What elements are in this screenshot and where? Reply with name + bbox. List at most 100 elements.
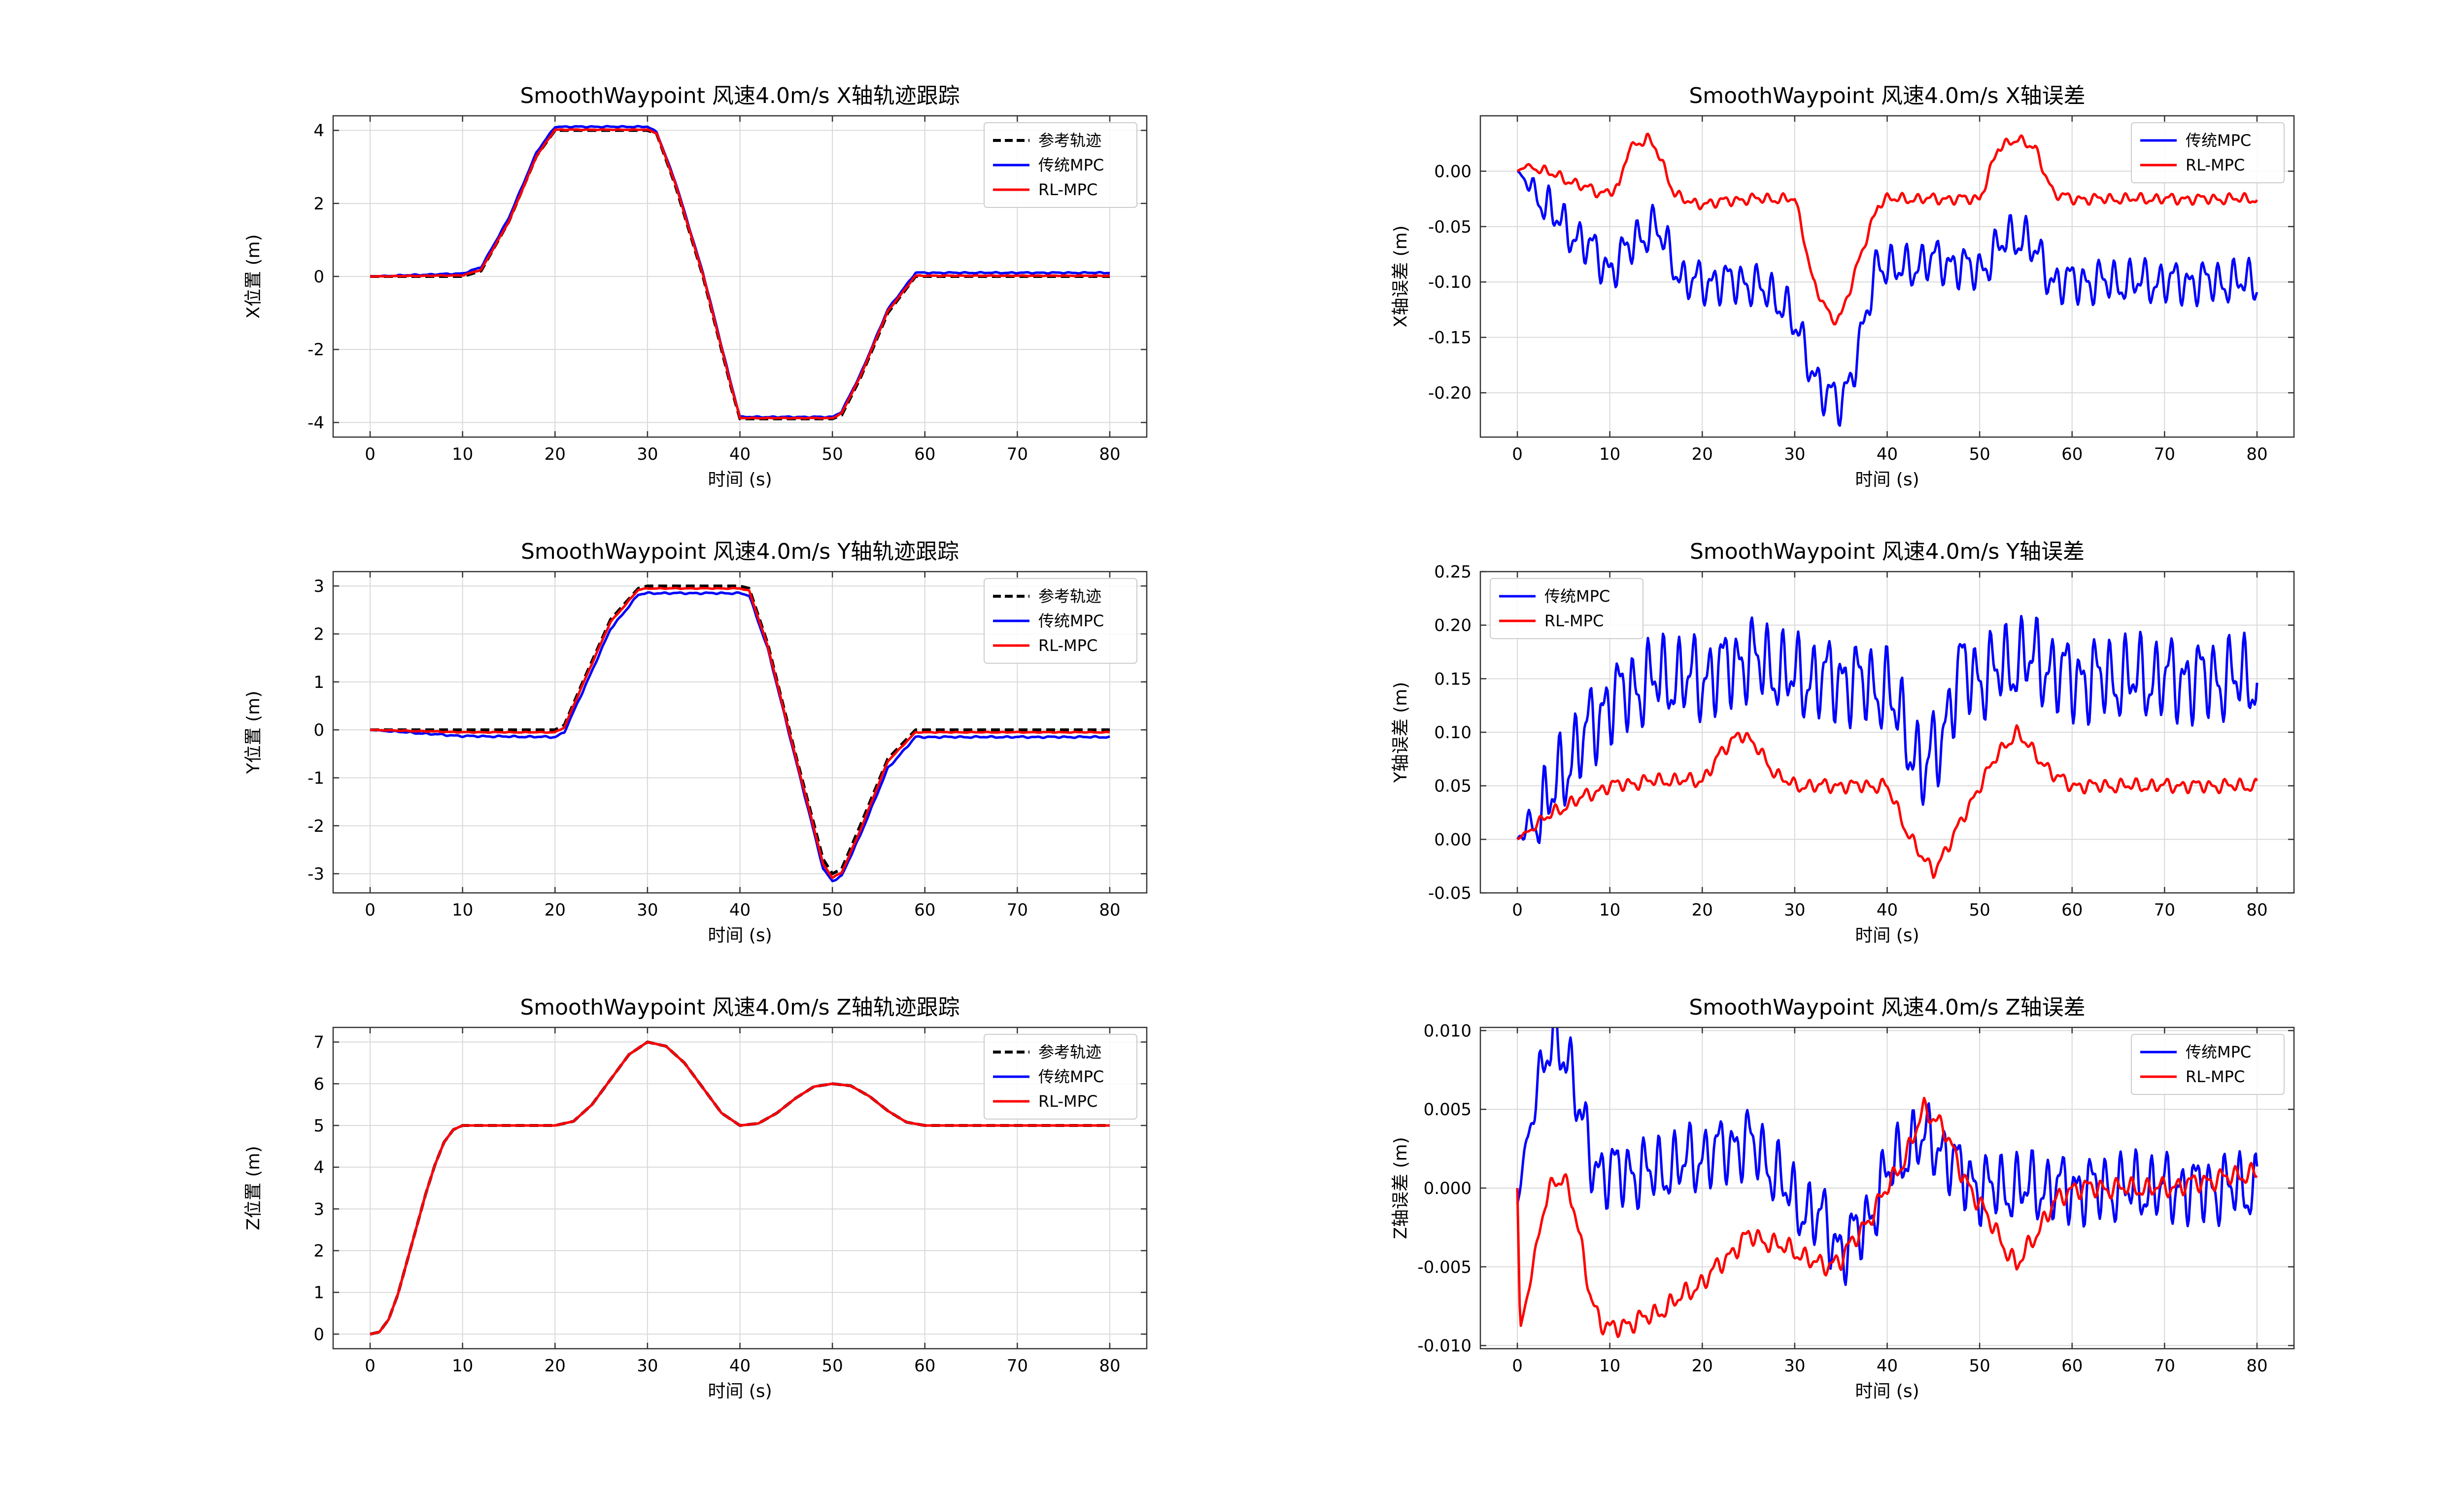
y-axis-label: X轴误差 (m) (1391, 225, 1411, 327)
y-tick-label: -0.05 (1428, 217, 1472, 237)
x-tick-label: 70 (1007, 1356, 1028, 1376)
legend: 传统MPC RL-MPC (2131, 1034, 2285, 1095)
x-tick-label: 40 (1877, 1356, 1898, 1376)
x-tick-label: 30 (1784, 444, 1805, 464)
x-tick-label: 40 (729, 900, 751, 920)
legend: 传统MPC RL-MPC (1490, 578, 1643, 639)
x-tick-label: 70 (2154, 900, 2175, 920)
y-tick-label: 4 (313, 1158, 324, 1178)
x-tick-label: 80 (1099, 444, 1120, 464)
y-tick-label: 0.00 (1434, 162, 1472, 181)
chart-panel-3: 0 10 20 30 40 50 60 70 80 -3 -2 -1 0 1 2 3 SmoothWaypoin… (243, 539, 1148, 946)
y-tick-label: 0.010 (1424, 1021, 1472, 1041)
x-tick-label: 80 (1099, 900, 1120, 920)
y-tick-label: 6 (313, 1074, 324, 1094)
chart-panel-6: 0 10 20 30 40 50 60 70 80 -0.010 -0.005 0.000 0.005 0… (1391, 995, 2295, 1401)
chart-title: SmoothWaypoint 风速4.0m/s Z轴轨迹跟踪 (520, 995, 959, 1020)
x-tick-label: 0 (365, 1356, 376, 1376)
y-tick-label: 2 (313, 194, 324, 214)
legend-label: 传统MPC (1038, 156, 1104, 174)
y-tick-label: 0 (313, 1325, 324, 1344)
x-tick-label: 10 (1599, 1356, 1620, 1376)
y-tick-label: -1 (308, 768, 324, 788)
x-tick-label: 40 (1877, 444, 1898, 464)
legend-box (984, 1034, 1137, 1120)
x-tick-label: 10 (452, 444, 473, 464)
y-tick-label: 4 (313, 121, 324, 141)
x-tick-label: 60 (2061, 444, 2083, 464)
legend-box (984, 578, 1137, 664)
x-tick-label: 10 (1599, 900, 1620, 920)
series-line-2 (1516, 133, 2259, 326)
x-tick-label: 60 (2061, 1356, 2083, 1376)
x-tick-label: 70 (2154, 444, 2175, 464)
series-line-3 (370, 586, 1110, 880)
x-tick-label: 40 (729, 444, 751, 464)
y-tick-label: 0 (313, 720, 324, 740)
legend-label: RL-MPC (2186, 1067, 2245, 1086)
x-tick-label: 20 (1692, 1356, 1713, 1376)
x-tick-label: 40 (1877, 900, 1898, 920)
legend-label: 参考轨迹 (1038, 131, 1101, 150)
y-tick-label: 0.20 (1434, 616, 1472, 636)
series-line-2 (1516, 1096, 2258, 1338)
legend-label: 传统MPC (2186, 131, 2251, 150)
x-tick-label: 30 (637, 900, 658, 920)
y-axis-label: Z位置 (m) (243, 1146, 264, 1230)
x-tick-label: 50 (1969, 444, 1990, 464)
x-tick-label: 0 (1512, 1356, 1523, 1376)
y-axis-label: Y轴误差 (m) (1391, 682, 1411, 784)
legend-box (1490, 578, 1643, 639)
x-tick-label: 50 (1969, 1356, 1990, 1376)
x-tick-label: 20 (545, 900, 566, 920)
x-tick-label: 80 (2246, 1356, 2267, 1376)
x-axis-label: 时间 (s) (708, 470, 772, 490)
x-tick-label: 80 (2246, 900, 2267, 920)
y-tick-label: 5 (313, 1116, 324, 1136)
x-tick-label: 50 (821, 900, 843, 920)
y-tick-label: -0.010 (1417, 1336, 1472, 1356)
y-tick-label: 0 (313, 267, 324, 287)
x-tick-label: 30 (1784, 1356, 1805, 1376)
series-line-1 (1516, 614, 2259, 845)
y-tick-label: 1 (313, 1283, 324, 1303)
series-line-3 (370, 1041, 1110, 1335)
x-tick-label: 0 (365, 444, 376, 464)
legend-label: RL-MPC (1038, 180, 1097, 199)
y-tick-label: -2 (308, 340, 324, 360)
x-axis-label: 时间 (s) (1855, 1381, 1919, 1401)
y-tick-label: -3 (308, 864, 324, 884)
x-tick-label: 50 (821, 1356, 843, 1376)
x-tick-label: 80 (1099, 1356, 1120, 1376)
chart-title: SmoothWaypoint 风速4.0m/s Y轴轨迹跟踪 (521, 539, 959, 564)
y-tick-label: 3 (313, 577, 324, 596)
legend-label: RL-MPC (1038, 636, 1097, 655)
x-tick-label: 80 (2246, 444, 2267, 464)
chart-title: SmoothWaypoint 风速4.0m/s Z轴误差 (1689, 995, 2085, 1020)
legend-label: 参考轨迹 (1038, 587, 1101, 606)
x-tick-label: 20 (545, 1356, 566, 1376)
x-tick-label: 0 (365, 900, 376, 920)
y-tick-label: -2 (308, 817, 324, 836)
chart-title: SmoothWaypoint 风速4.0m/s X轴轨迹跟踪 (520, 83, 959, 108)
chart-panel-5: 0 10 20 30 40 50 60 70 80 0 1 2 3 4 5 6 7 SmoothWaypoint … (243, 995, 1148, 1401)
chart-title: SmoothWaypoint 风速4.0m/s X轴误差 (1689, 83, 2085, 108)
y-tick-label: 0.00 (1434, 830, 1472, 850)
x-tick-label: 70 (1007, 444, 1028, 464)
legend-box (2131, 1034, 2285, 1095)
y-tick-label: 0.25 (1434, 562, 1472, 582)
legend-label: 参考轨迹 (1038, 1043, 1101, 1061)
x-tick-label: 20 (1692, 900, 1713, 920)
x-tick-label: 10 (452, 900, 473, 920)
y-axis-label: Y位置 (m) (243, 691, 264, 775)
y-tick-label: 0.05 (1434, 777, 1472, 796)
x-tick-label: 20 (545, 444, 566, 464)
x-tick-label: 0 (1512, 900, 1523, 920)
x-tick-label: 0 (1512, 444, 1523, 464)
y-tick-label: 3 (313, 1199, 324, 1219)
x-tick-label: 60 (914, 900, 935, 920)
y-tick-label: 0.15 (1434, 669, 1472, 689)
x-tick-label: 70 (2154, 1356, 2175, 1376)
